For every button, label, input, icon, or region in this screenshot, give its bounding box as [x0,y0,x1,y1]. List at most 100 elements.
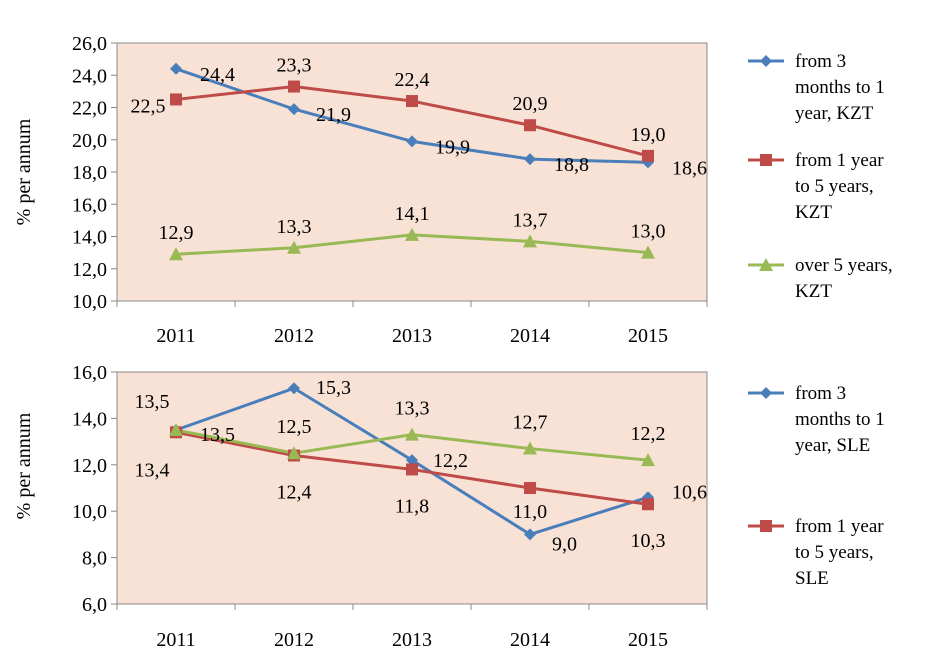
legend-label: to 5 years, [795,542,874,563]
y-axis-title: % per annum [13,412,35,519]
x-tick-label: 2015 [628,325,668,347]
x-tick-label: 2014 [510,325,550,347]
chart-2: 6,0 8,0 10,0 12,0 14,0 16,0 2011 2012 2013 2014 20… [13,362,885,651]
x-tick-label: 2013 [392,629,432,651]
y-tick-label: 24,0 [72,65,107,87]
data-point [406,454,418,467]
data-point [287,240,301,254]
data-label: 22,5 [131,95,166,117]
x-tick-label: 2015 [628,629,668,651]
data-point [524,528,536,541]
data-label: 19,9 [435,136,470,158]
data-point [288,103,300,116]
chart-1: 10,0 12,0 14,0 16,0 18,0 20,0 22,0 24,0 26,0 2011… [13,33,893,347]
data-label: 9,0 [552,533,577,555]
data-point [406,95,418,108]
legend-item: over 5 years, KZT [748,255,893,302]
legend-label: year, SLE [795,435,870,456]
legend-label: months to 1 [795,409,885,430]
y-tick-label: 8,0 [82,548,107,570]
data-label: 14,1 [395,203,430,225]
legend-item: from 1 year to 5 years, KZT [748,150,884,223]
data-label: 21,9 [316,104,351,126]
data-label: 18,8 [554,154,589,176]
legend-label: KZT [795,281,832,302]
data-label: 12,7 [513,412,548,434]
legend-label: year, KZT [795,103,874,124]
data-label: 12,9 [159,222,194,244]
y-axis-title: % per annum [13,118,35,225]
data-label: 12,4 [277,482,312,504]
data-point [642,149,654,162]
x-tick-label: 2011 [156,325,195,347]
data-label: 24,4 [200,64,235,86]
data-point [405,227,419,241]
x-tick-label: 2013 [392,325,432,347]
legend-marker [759,258,773,271]
legend-label: from 1 year [795,150,884,171]
legend-label: from 3 [795,383,846,404]
y-tick-label: 20,0 [72,130,107,152]
y-tick-label: 14,0 [72,408,107,430]
data-point [642,498,654,511]
data-label: 13,3 [277,216,312,238]
legend-label: to 5 years, [795,176,874,197]
data-point [524,153,536,166]
data-label: 12,2 [433,450,468,472]
legend-item: from 1 year to 5 years, SLE [748,516,884,589]
y-tick-label: 12,0 [72,259,107,281]
data-label: 12,2 [631,423,666,445]
data-point [406,135,418,148]
legend-marker [760,520,772,532]
data-label: 12,5 [277,416,312,438]
data-point [405,427,419,441]
data-point [406,463,418,476]
data-label: 22,4 [395,69,430,91]
y-tick-label: 26,0 [72,33,107,55]
y-tick-label: 18,0 [72,162,107,184]
legend-label: months to 1 [795,77,885,98]
data-point [288,80,300,93]
data-label: 11,8 [395,495,429,517]
data-point [523,441,537,455]
y-tick-label: 22,0 [72,98,107,120]
data-label: 13,5 [200,424,235,446]
y-tick-label: 14,0 [72,227,107,249]
data-label: 13,4 [135,459,170,481]
data-point [170,93,182,106]
legend-label: SLE [795,568,829,589]
y-tick-label: 12,0 [72,455,107,477]
data-label: 13,3 [395,398,430,420]
data-label: 13,0 [631,221,666,243]
data-label: 10,6 [672,481,707,503]
data-label: 15,3 [316,377,351,399]
data-point [169,423,183,436]
x-tick-label: 2012 [274,629,314,651]
y-tick-label: 16,0 [72,362,107,384]
x-tick-label: 2012 [274,325,314,347]
legend-label: KZT [795,202,832,223]
legend-marker [760,154,772,166]
data-label: 10,3 [631,530,666,552]
legend-item: from 3 months to 1 year, KZT [748,51,885,124]
data-label: 13,7 [513,209,548,231]
legend-label: over 5 years, [795,255,893,276]
legend-label: from 3 [795,51,846,72]
plot-area [116,371,708,605]
data-label: 11,0 [513,501,547,523]
data-label: 19,0 [631,124,666,146]
plot-area [116,42,708,302]
data-point [641,245,655,259]
data-point [641,453,655,467]
data-point [288,382,300,395]
data-point [170,62,182,75]
data-point [523,234,537,248]
data-point [287,446,301,460]
x-tick-label: 2011 [156,629,195,651]
y-tick-label: 16,0 [72,194,107,216]
data-point [524,482,536,494]
legend-label: from 1 year [795,516,884,537]
data-point [524,119,536,132]
y-tick-label: 10,0 [72,291,107,313]
